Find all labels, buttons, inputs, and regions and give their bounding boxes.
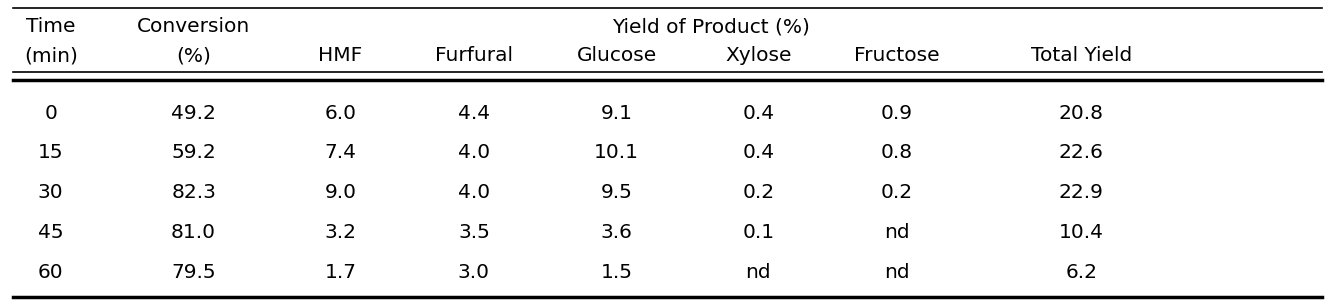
Text: 81.0: 81.0 [171,224,216,242]
Text: 0: 0 [44,103,57,123]
Text: 1.5: 1.5 [601,264,633,282]
Text: 0.1: 0.1 [742,224,774,242]
Text: Xylose: Xylose [725,46,792,66]
Text: 45: 45 [37,224,64,242]
Text: nd: nd [884,224,910,242]
Text: 30: 30 [37,184,64,203]
Text: (%): (%) [176,46,211,66]
Text: 4.0: 4.0 [458,143,490,163]
Text: 3.6: 3.6 [601,224,633,242]
Text: 0.2: 0.2 [742,184,774,203]
Text: 22.6: 22.6 [1059,143,1104,163]
Text: 60: 60 [37,264,64,282]
Text: 9.5: 9.5 [601,184,633,203]
Text: 79.5: 79.5 [171,264,216,282]
Text: HMF: HMF [318,46,363,66]
Text: 82.3: 82.3 [171,184,216,203]
Text: 3.2: 3.2 [324,224,356,242]
Text: 9.0: 9.0 [324,184,356,203]
Text: Conversion: Conversion [138,17,250,37]
Text: Yield of Product (%): Yield of Product (%) [611,17,810,37]
Text: 59.2: 59.2 [171,143,216,163]
Text: Total Yield: Total Yield [1031,46,1132,66]
Text: nd: nd [745,264,772,282]
Text: 1.7: 1.7 [324,264,356,282]
Text: Time: Time [25,17,76,37]
Text: 6.2: 6.2 [1065,264,1097,282]
Text: 0.8: 0.8 [881,143,913,163]
Text: (min): (min) [24,46,77,66]
Text: nd: nd [884,264,910,282]
Text: 4.0: 4.0 [458,184,490,203]
Text: 0.4: 0.4 [742,103,774,123]
Text: 6.0: 6.0 [324,103,356,123]
Text: 15: 15 [37,143,64,163]
Text: Fructose: Fructose [854,46,940,66]
Text: 0.4: 0.4 [742,143,774,163]
Text: Glucose: Glucose [577,46,657,66]
Text: Furfural: Furfural [435,46,513,66]
Text: 4.4: 4.4 [458,103,490,123]
Text: 7.4: 7.4 [324,143,356,163]
Text: 22.9: 22.9 [1059,184,1104,203]
Text: 3.0: 3.0 [458,264,490,282]
Text: 0.9: 0.9 [881,103,913,123]
Text: 9.1: 9.1 [601,103,633,123]
Text: 10.1: 10.1 [594,143,639,163]
Text: 3.5: 3.5 [458,224,490,242]
Text: 49.2: 49.2 [171,103,216,123]
Text: 0.2: 0.2 [881,184,913,203]
Text: 20.8: 20.8 [1059,103,1104,123]
Text: 10.4: 10.4 [1059,224,1104,242]
